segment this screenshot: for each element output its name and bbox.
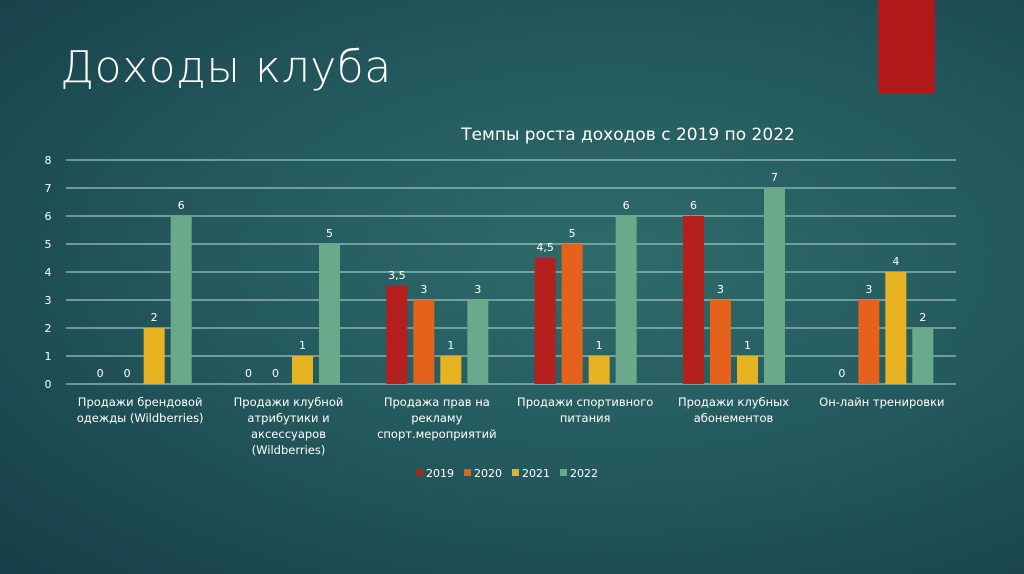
category-label: абонементов <box>694 411 774 425</box>
data-label: 5 <box>569 227 576 240</box>
data-label: 3 <box>865 283 872 296</box>
y-tick-label: 2 <box>45 322 52 335</box>
data-label: 0 <box>272 367 279 380</box>
data-label: 2 <box>151 311 158 324</box>
data-label: 7 <box>771 171 778 184</box>
bar-2021 <box>737 356 758 384</box>
bar-2020 <box>858 300 880 384</box>
y-tick-label: 8 <box>45 154 52 167</box>
data-label: 2 <box>919 311 926 324</box>
data-label: 3 <box>474 283 481 296</box>
bar-2019 <box>534 258 556 384</box>
legend-label-2019: 2019 <box>426 467 454 480</box>
data-label: 3,5 <box>388 269 406 282</box>
data-label: 3 <box>420 283 427 296</box>
y-tick-label: 6 <box>45 210 52 223</box>
legend-swatch-2019 <box>416 469 423 476</box>
data-label: 1 <box>447 339 454 352</box>
bar-2022 <box>319 244 340 384</box>
bar-2019 <box>683 216 704 384</box>
bar-2022 <box>170 216 192 384</box>
bar-2021 <box>440 356 462 384</box>
data-label: 6 <box>690 199 697 212</box>
data-label: 4,5 <box>536 241 554 254</box>
data-label: 4 <box>892 255 899 268</box>
data-label: 1 <box>596 339 603 352</box>
category-label: (Wildberries) <box>252 443 326 457</box>
data-label: 0 <box>124 367 131 380</box>
data-label: 5 <box>326 227 333 240</box>
bar-2021 <box>292 356 313 384</box>
bar-2022 <box>764 188 785 384</box>
legend-swatch-2020 <box>464 469 471 476</box>
data-label: 0 <box>245 367 252 380</box>
data-label: 1 <box>744 339 751 352</box>
category-label: Продажи клубных <box>678 395 789 409</box>
chart-title: Темпы роста доходов с 2019 по 2022 <box>460 125 795 145</box>
data-label: 1 <box>299 339 306 352</box>
y-tick-label: 4 <box>45 266 52 279</box>
bar-2022 <box>912 328 934 384</box>
category-label: Он-лайн тренировки <box>819 395 944 409</box>
category-label: Продажа прав на <box>384 395 490 409</box>
category-label: спорт.мероприятий <box>377 427 496 441</box>
legend-swatch-2022 <box>560 469 567 476</box>
bar-2021 <box>885 272 907 384</box>
slide-title: Доходы клуба <box>60 42 392 93</box>
data-label: 6 <box>178 199 185 212</box>
bar-2021 <box>588 356 610 384</box>
category-label: Продажи спортивного <box>517 395 653 409</box>
y-tick-label: 7 <box>45 182 52 195</box>
data-label: 3 <box>717 283 724 296</box>
legend-label-2022: 2022 <box>570 467 598 480</box>
data-label: 0 <box>838 367 845 380</box>
category-label: атрибутики и <box>247 411 329 425</box>
accent-rectangle <box>878 0 935 93</box>
y-tick-label: 3 <box>45 294 52 307</box>
data-label: 6 <box>623 199 630 212</box>
category-label: рекламу <box>411 411 462 425</box>
bar-2022 <box>467 300 489 384</box>
y-tick-label: 0 <box>45 378 52 391</box>
bar-2019 <box>386 286 408 384</box>
y-tick-label: 5 <box>45 238 52 251</box>
category-label: аксессуаров <box>251 427 326 441</box>
y-tick-label: 1 <box>45 350 52 363</box>
category-label: Продажи клубной <box>234 395 344 409</box>
data-label: 0 <box>97 367 104 380</box>
bar-2020 <box>710 300 731 384</box>
legend-label-2020: 2020 <box>474 467 502 480</box>
bar-2021 <box>143 328 165 384</box>
bar-2020 <box>413 300 435 384</box>
category-label: питания <box>560 411 611 425</box>
category-label: одежды (Wildberries) <box>77 411 204 425</box>
category-label: Продажи брендовой <box>78 395 203 409</box>
bar-2022 <box>615 216 637 384</box>
legend-swatch-2021 <box>512 469 519 476</box>
legend-label-2021: 2021 <box>522 467 550 480</box>
bar-2020 <box>561 244 583 384</box>
